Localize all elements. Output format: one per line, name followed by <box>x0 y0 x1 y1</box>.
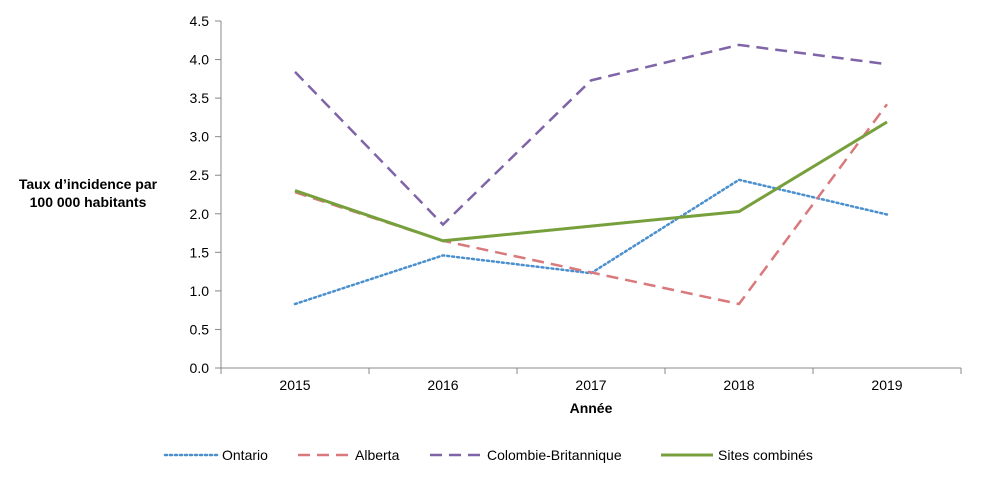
y-tick-label: 1.5 <box>190 244 210 260</box>
y-tick-label: 3.0 <box>190 129 210 145</box>
axes: 0.0 0.5 1.0 1.5 2.0 2.5 3.0 3.5 4.0 4.5 2015 2016 20… <box>190 13 962 393</box>
legend-label: Colombie-Britannique <box>487 447 622 463</box>
y-tick-label: 2.5 <box>190 167 210 183</box>
x-tick-label: 2016 <box>427 377 458 393</box>
legend-label: Sites combinés <box>718 447 813 463</box>
y-tick-label: 2.0 <box>190 206 210 222</box>
y-axis-title-line-2: 100 000 habitants <box>30 194 147 210</box>
legend-label: Ontario <box>222 447 268 463</box>
y-axis-title: Taux d’incidence par 100 000 habitants <box>19 176 158 210</box>
legend-label: Alberta <box>355 447 400 463</box>
x-tick-label: 2017 <box>575 377 606 393</box>
x-tick-label: 2015 <box>279 377 310 393</box>
x-tick-label: 2019 <box>871 377 902 393</box>
y-tick-label: 4.0 <box>190 52 210 68</box>
legend-item-colombie-britannique: Colombie-Britannique <box>430 447 622 463</box>
y-tick-label: 1.0 <box>190 283 210 299</box>
legend: Ontario Alberta Colombie-Britannique Sites … <box>163 447 813 463</box>
legend-item-ontario: Ontario <box>163 447 268 463</box>
x-axis-title: Année <box>570 400 613 416</box>
series-line-sites-combines <box>294 120 888 243</box>
legend-item-alberta: Alberta <box>298 447 400 463</box>
series-line-colombie-britannique <box>294 43 888 227</box>
y-tick-label: 0.0 <box>190 360 210 376</box>
series-line-ontario <box>293 178 889 306</box>
y-tick-label: 0.5 <box>190 321 210 337</box>
series-lines <box>293 43 889 306</box>
legend-item-sites-combines: Sites combinés <box>661 447 813 463</box>
y-tick-label: 4.5 <box>190 13 210 29</box>
x-tick-label: 2018 <box>723 377 754 393</box>
y-tick-label: 3.5 <box>190 90 210 106</box>
y-axis-title-line-1: Taux d’incidence par <box>19 176 158 192</box>
